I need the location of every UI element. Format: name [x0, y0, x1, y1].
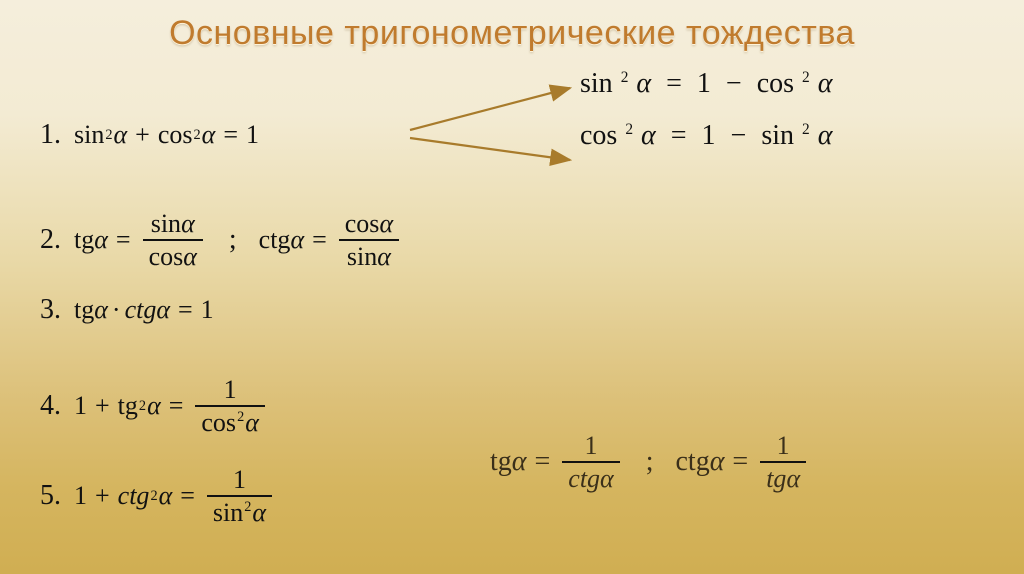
row-number: 5.: [40, 480, 74, 512]
sym-plus: +: [135, 120, 150, 150]
derivation-arrows: [400, 60, 600, 200]
extra-b: ctg α = 1 tgα: [675, 432, 810, 493]
identity-2a: tg α = sinα cosα: [74, 210, 207, 271]
sym-semicolon: ;: [646, 446, 654, 478]
extra-a: tg α = 1 ctgα: [490, 432, 624, 493]
identity-1: sin 2 α + cos 2 α = 1: [74, 120, 259, 150]
fraction: 1 cos2α: [195, 376, 264, 437]
sym-dot: ·: [112, 295, 121, 325]
formula-row-1: 1. sin 2 α + cos 2 α = 1 sin 2: [40, 80, 994, 190]
fn-cos: cos: [158, 120, 193, 150]
fraction: cosα sinα: [339, 210, 399, 271]
fraction: 1 tgα: [760, 432, 806, 493]
derived-block: sin 2 α = 1 − cos 2 α cos 2 α = 1 − sin …: [580, 68, 832, 172]
row-number: 3.: [40, 294, 74, 326]
identity-4: 1 + tg 2 α = 1 cos2α: [74, 376, 269, 437]
row-number: 4.: [40, 390, 74, 422]
sym-eq: =: [223, 120, 238, 150]
page-title: Основные тригонометрические тождества: [0, 14, 1024, 53]
formula-row-2: 2. tg α = sinα cosα ; ctg α = cosα sinα: [40, 204, 994, 276]
fraction: sinα cosα: [143, 210, 203, 271]
identity-5: 1 + ctg 2 α = 1 sin2α: [74, 466, 276, 527]
identity-2b: ctg α = cosα sinα: [259, 210, 403, 271]
sym-alpha: α: [202, 120, 216, 150]
fn-sin: sin: [74, 120, 104, 150]
formula-row-3: 3. tg α · ctg α = 1: [40, 290, 994, 330]
derived-1a: sin 2 α = 1 − cos 2 α: [580, 68, 832, 100]
derived-1b: cos 2 α = 1 − sin 2 α: [580, 120, 832, 152]
identity-3: tg α · ctg α = 1: [74, 295, 214, 325]
num-one: 1: [246, 120, 259, 150]
row-number: 1.: [40, 119, 74, 151]
reciprocal-block: tg α = 1 ctgα ; ctg α = 1 tgα: [490, 432, 810, 493]
row-number: 2.: [40, 224, 74, 256]
sym-semicolon: ;: [229, 224, 237, 256]
fraction: 1 ctgα: [562, 432, 619, 493]
fraction: 1 sin2α: [207, 466, 272, 527]
sym-alpha: α: [114, 120, 128, 150]
title-text: Основные тригонометрические тождества: [169, 14, 855, 52]
